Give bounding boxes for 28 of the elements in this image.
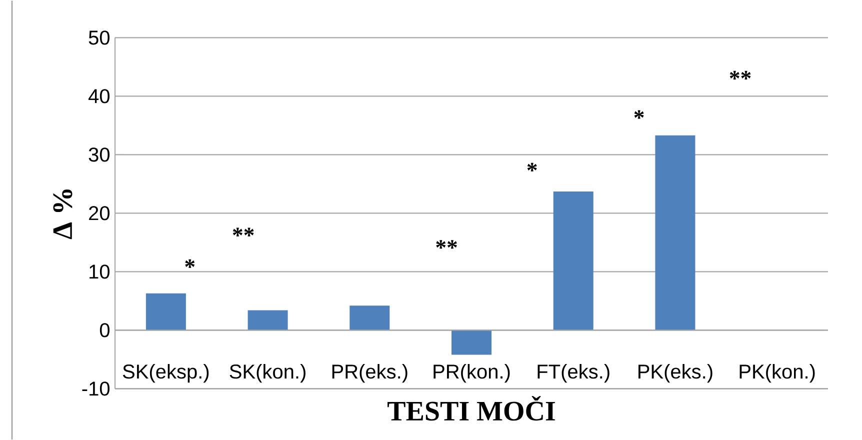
x-tick-label: PK(eks.) [638, 364, 712, 382]
bar [553, 191, 594, 330]
x-tick-label: PK(kon.) [740, 364, 815, 382]
y-tick-label: 10 [90, 264, 110, 279]
y-tick-label: 20 [89, 206, 110, 220]
annotation: * [634, 110, 644, 119]
x-tick-label: FT(eks.) [538, 364, 610, 382]
y-tick-label: 40 [88, 88, 110, 104]
y-tick-label: -10 [82, 381, 110, 396]
bar [452, 330, 492, 355]
bar [655, 135, 696, 330]
x-tick-label: PR(eks.) [332, 364, 408, 382]
x-tick-label: SK(kon.) [230, 364, 306, 382]
annotation: ** [436, 240, 457, 248]
annotation: * [185, 259, 195, 268]
bar [248, 310, 288, 330]
annotation: ** [730, 70, 751, 80]
x-tick-label: PR(kon.) [434, 364, 510, 382]
bar [146, 293, 186, 330]
x-tick-label: SK(eksp.) [122, 364, 209, 382]
x-axis-title: TESTI MOČI [388, 396, 555, 420]
y-tick-label: 50 [88, 30, 110, 45]
y-tick-label: 30 [88, 147, 110, 162]
y-axis-title: Δ % [53, 189, 72, 239]
bar [350, 305, 390, 330]
y-tick-label: 0 [100, 322, 110, 338]
annotation: * [527, 162, 537, 172]
annotation: ** [232, 228, 254, 236]
